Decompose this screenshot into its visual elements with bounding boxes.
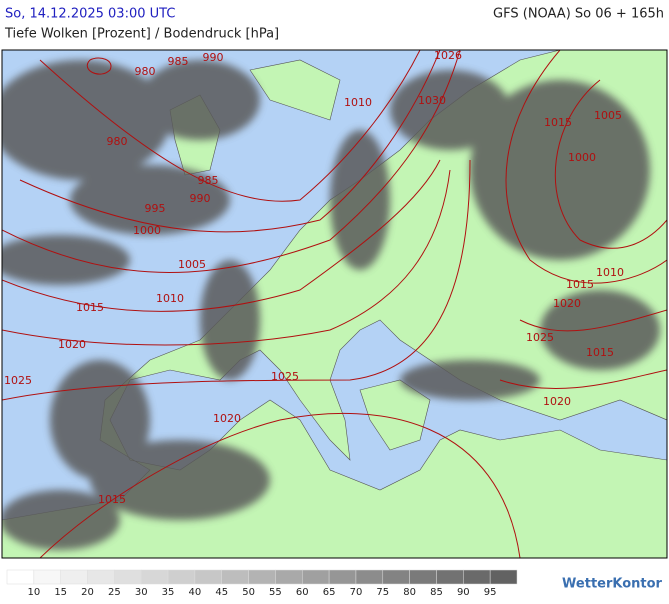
legend-swatch — [87, 569, 115, 585]
isobar-label: 1025 — [526, 331, 554, 344]
legend-swatch — [140, 569, 169, 585]
legend-swatch — [463, 569, 491, 585]
isobar-label: 1000 — [133, 224, 161, 237]
header-model: GFS (NOAA) So 06 + 165h — [493, 7, 664, 22]
legend-label: 45 — [215, 587, 228, 598]
isobar-label: 1026 — [434, 49, 462, 62]
legend-label: 25 — [108, 587, 121, 598]
logo: WetterKontor — [562, 577, 663, 592]
legend-swatch — [302, 569, 330, 585]
isobar-label: 1020 — [213, 412, 241, 425]
legend-swatch — [221, 569, 249, 585]
isobar-labels: 990 985 980 1026 1010 1030 1015 1005 980 1000 985 9… — [4, 49, 624, 506]
legend-swatch — [382, 569, 410, 585]
isobar-label: 1005 — [178, 258, 206, 271]
isobar-label: 1020 — [543, 395, 571, 408]
isobar-label: 1020 — [58, 338, 86, 351]
legend-label: 50 — [242, 587, 255, 598]
isobar-label: 1010 — [596, 266, 624, 279]
legend-swatch — [60, 569, 88, 585]
legend-swatch — [275, 569, 303, 585]
legend-label: 75 — [376, 587, 389, 598]
legend-label: 90 — [457, 587, 470, 598]
legend-swatch — [33, 569, 61, 585]
clouds — [2, 60, 660, 550]
isobar-label: 1005 — [594, 109, 622, 122]
legend-label: 20 — [81, 587, 94, 598]
header-title: Tiefe Wolken [Prozent] / Bodendruck [hPa… — [4, 27, 279, 42]
legend-label: 65 — [323, 587, 336, 598]
isobar-label: 995 — [145, 202, 166, 215]
isobar-label: 990 — [203, 51, 224, 64]
isobar-label: 1015 — [544, 116, 572, 129]
legend-swatch — [6, 569, 35, 585]
legend-label: 40 — [189, 587, 202, 598]
isobar-label: 985 — [198, 174, 219, 187]
isobar-label: 1025 — [4, 374, 32, 387]
legend-label: 30 — [135, 587, 148, 598]
isobar-label: 1020 — [553, 297, 581, 310]
isobar-label: 990 — [190, 192, 211, 205]
isobars — [2, 50, 667, 558]
isobar-label: 1025 — [271, 370, 299, 383]
legend-label: 70 — [350, 587, 363, 598]
legend-label: 55 — [269, 587, 282, 598]
legend-label: 35 — [162, 587, 175, 598]
isobar-label: 1010 — [156, 292, 184, 305]
isobar-label: 1015 — [98, 493, 126, 506]
map: 990 985 980 1026 1010 1030 1015 1005 980 1000 985 9… — [2, 49, 667, 558]
isobar-label: 1010 — [344, 96, 372, 109]
legend-swatch — [409, 569, 437, 585]
legend-label: 85 — [430, 587, 443, 598]
legend-swatch — [114, 569, 142, 585]
legend-swatch — [167, 569, 196, 585]
legend-label: 80 — [403, 587, 416, 598]
isobar-label: 1000 — [568, 151, 596, 164]
isobar-label: 980 — [135, 65, 156, 78]
legend-swatch — [248, 569, 276, 585]
legend-swatch — [489, 569, 518, 585]
legend: 10 15 20 25 30 35 40 45 50 55 60 65 70 75 80 85 90 95 — [6, 569, 518, 598]
isobar-label: 1015 — [76, 301, 104, 314]
legend-label: 95 — [484, 587, 497, 598]
map-frame — [1, 49, 668, 559]
legend-swatch — [436, 569, 464, 585]
legend-label: 15 — [54, 587, 67, 598]
isobar-label: 1015 — [566, 278, 594, 291]
isobar-label: 1015 — [586, 346, 614, 359]
header-date: So, 14.12.2025 03:00 UTC — [5, 7, 175, 22]
isobar-label: 980 — [107, 135, 128, 148]
legend-swatch — [328, 569, 357, 585]
legend-swatch — [355, 569, 384, 585]
legend-swatch — [194, 569, 222, 585]
isobar-label: 985 — [168, 55, 189, 68]
legend-label: 10 — [27, 587, 40, 598]
isobar-label: 1030 — [418, 94, 446, 107]
legend-label: 60 — [296, 587, 309, 598]
